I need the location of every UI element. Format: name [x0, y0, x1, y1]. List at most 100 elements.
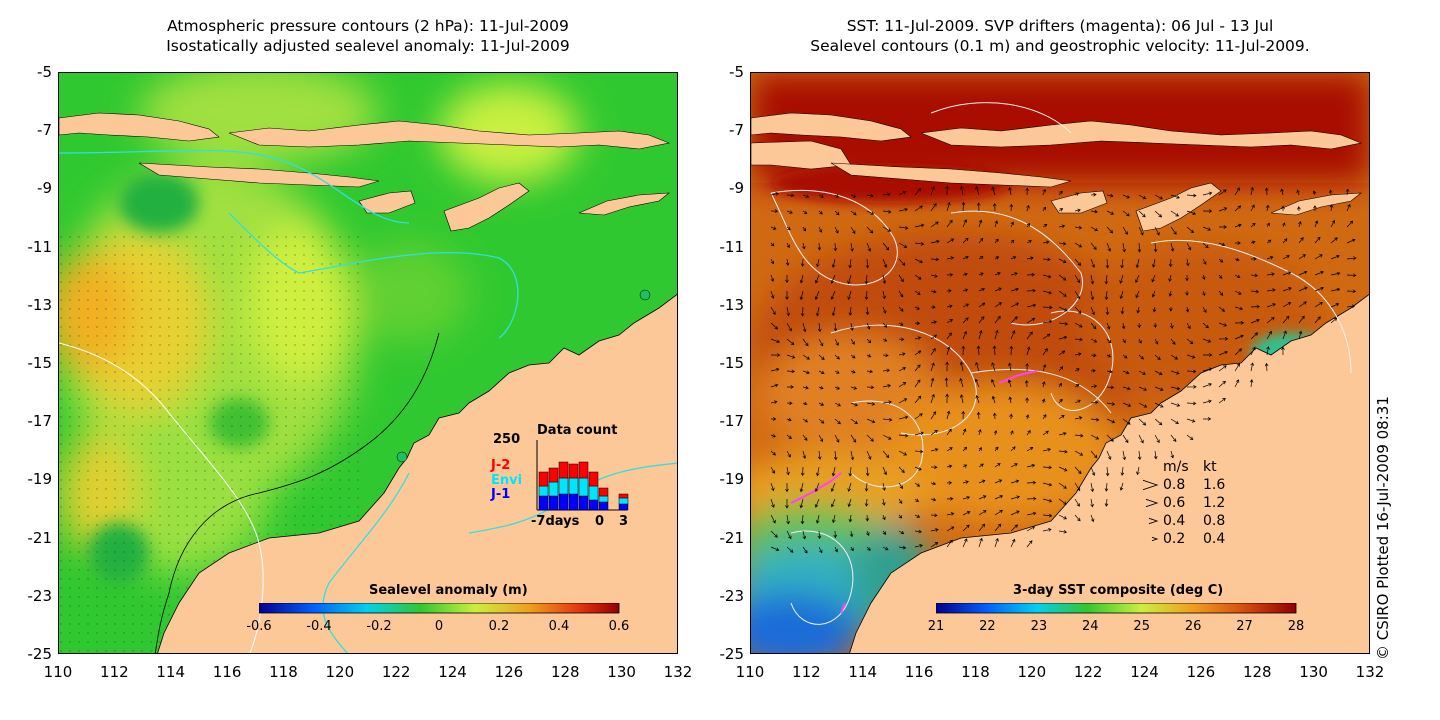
y-tick-label: -13 [719, 295, 745, 314]
y-tick-label: -21 [27, 528, 53, 547]
data-count-bar [538, 485, 549, 497]
velocity-legend-arrow-icon [1148, 517, 1159, 525]
lesser-sunda-islands [228, 120, 671, 150]
legend-series-j1: J-1 [491, 487, 511, 502]
velocity-legend-arrow-icon [1145, 498, 1159, 508]
data-count-bar [618, 503, 629, 511]
x-tick-label: 130 [1299, 663, 1328, 681]
y-tick-label: -9 [37, 179, 52, 198]
data-count-title: Data count [537, 423, 618, 438]
sst-colorbar-title: 3-day SST composite (deg C) [1013, 583, 1224, 598]
x-tick-label: 126 [1186, 663, 1216, 681]
y-tick-label: -5 [729, 63, 744, 81]
nusa-tenggara-islands [138, 162, 380, 188]
x-tick-label: 122 [1073, 663, 1103, 681]
x-tick-label: 128 [1242, 663, 1272, 681]
data-count-bar [548, 481, 559, 497]
x-tick-label: 132 [663, 663, 693, 681]
data-count-bar [588, 499, 599, 511]
y-tick-label: -5 [37, 63, 52, 81]
sealevel-anomaly-map-graphic [59, 73, 677, 653]
sst-map-graphic [751, 73, 1369, 653]
australia-land [157, 294, 677, 653]
y-tick-label: -19 [719, 470, 745, 489]
data-count-xlabel-start: -7days [531, 514, 580, 529]
data-count-bar [618, 493, 629, 499]
x-tick-label: 112 [792, 663, 821, 681]
left-title-line2: Isostatically adjusted sealevel anomaly:… [166, 37, 570, 55]
sst-map[interactable]: m/s kt 0.8 1.6 0.6 1.2 0.4 0.8 0.2 0.4 3-day SS… [750, 72, 1370, 654]
data-count-bar [578, 477, 589, 497]
right-panel-title: SST: 11-Jul-2009. SVP drifters (magenta)… [750, 16, 1370, 56]
data-count-bar [568, 463, 579, 479]
sst-colorbar [936, 603, 1297, 614]
australia-land-sst [849, 294, 1369, 653]
right-title-line1: SST: 11-Jul-2009. SVP drifters (magenta)… [846, 17, 1274, 35]
x-tick-label: 130 [607, 663, 636, 681]
y-tick-label: -25 [719, 645, 745, 663]
x-tick-label: 124 [1130, 663, 1159, 681]
x-tick-label: 118 [269, 663, 298, 681]
y-tick-label: -25 [27, 645, 53, 663]
colorbar-tick-label: -0.4 [306, 619, 332, 634]
velocity-legend-ms-value: 0.6 [1163, 495, 1186, 511]
colorbar-tick-label: 0 [434, 619, 444, 634]
velocity-legend-kt-value: 0.8 [1203, 513, 1226, 529]
colorbar-tick-label: 25 [1133, 619, 1150, 634]
y-tick-label: -11 [719, 237, 745, 256]
x-tick-label: 122 [381, 663, 411, 681]
colorbar-tick-label: 26 [1184, 619, 1202, 634]
colorbar-tick-label: 28 [1287, 619, 1305, 634]
x-tick-label: 110 [735, 663, 765, 681]
y-tick-label: -15 [27, 354, 53, 372]
y-tick-label: -19 [27, 470, 53, 489]
x-tick-label: 114 [156, 663, 186, 681]
data-count-bars [536, 440, 629, 511]
colorbar-tick-label: -0.6 [246, 619, 272, 634]
data-count-bar [568, 493, 579, 511]
data-count-bar [598, 495, 609, 503]
x-tick-label: 114 [848, 663, 878, 681]
velocity-legend-header-ms: m/s [1163, 459, 1189, 475]
x-tick-label: 128 [550, 663, 580, 681]
copyright-credit: © CSIRO Plotted 16-Jul-2009 08:31 [1374, 396, 1392, 660]
velocity-legend-ms-value: 0.8 [1163, 477, 1186, 493]
colorbar-tick-label: 0.2 [488, 619, 510, 634]
x-tick-label: 126 [494, 663, 524, 681]
x-tick-label: 110 [43, 663, 73, 681]
y-tick-label: -7 [729, 121, 744, 140]
legend-series-envi: Envi [491, 473, 523, 488]
data-count-bar [588, 485, 599, 501]
colorbar-tick-label: 24 [1082, 619, 1099, 634]
data-count-bar [578, 495, 589, 511]
data-count-bar [558, 493, 569, 511]
y-tick-label: -13 [27, 295, 53, 314]
sla-colorbar [259, 603, 620, 614]
data-count-bar [548, 495, 559, 511]
data-count-bar [558, 477, 569, 495]
colorbar-tick-label: 21 [927, 619, 945, 634]
timor-island [443, 182, 530, 232]
y-tick-label: -23 [719, 586, 745, 605]
colorbar-tick-label: -0.2 [366, 619, 392, 634]
y-tick-label: -11 [27, 237, 53, 256]
data-count-bar [568, 477, 579, 495]
velocity-legend-ms-value: 0.4 [1163, 513, 1186, 529]
x-tick-label: 116 [904, 663, 934, 681]
velocity-legend-arrow-icon [1151, 536, 1159, 542]
y-tick-label: -21 [719, 528, 745, 547]
x-tick-label: 120 [1017, 663, 1047, 681]
sealevel-anomaly-map[interactable]: Data count 250 J-2 Envi J-1 -7days 0 3 S… [58, 72, 678, 654]
x-tick-label: 132 [1355, 663, 1385, 681]
y-tick-label: -17 [719, 412, 745, 431]
y-tick-label: -17 [27, 412, 53, 431]
x-tick-label: 112 [100, 663, 129, 681]
sla-colorbar-title: Sealevel anomaly (m) [369, 583, 528, 598]
colorbar-tick-label: 27 [1236, 619, 1253, 634]
sumba-island [358, 190, 416, 214]
colorbar-tick-label: 0.6 [608, 619, 630, 634]
right-title-line2: Sealevel contours (0.1 m) and geostrophi… [810, 37, 1310, 55]
data-count-bar [558, 461, 569, 479]
data-count-bar [598, 487, 609, 497]
x-tick-label: 116 [212, 663, 242, 681]
